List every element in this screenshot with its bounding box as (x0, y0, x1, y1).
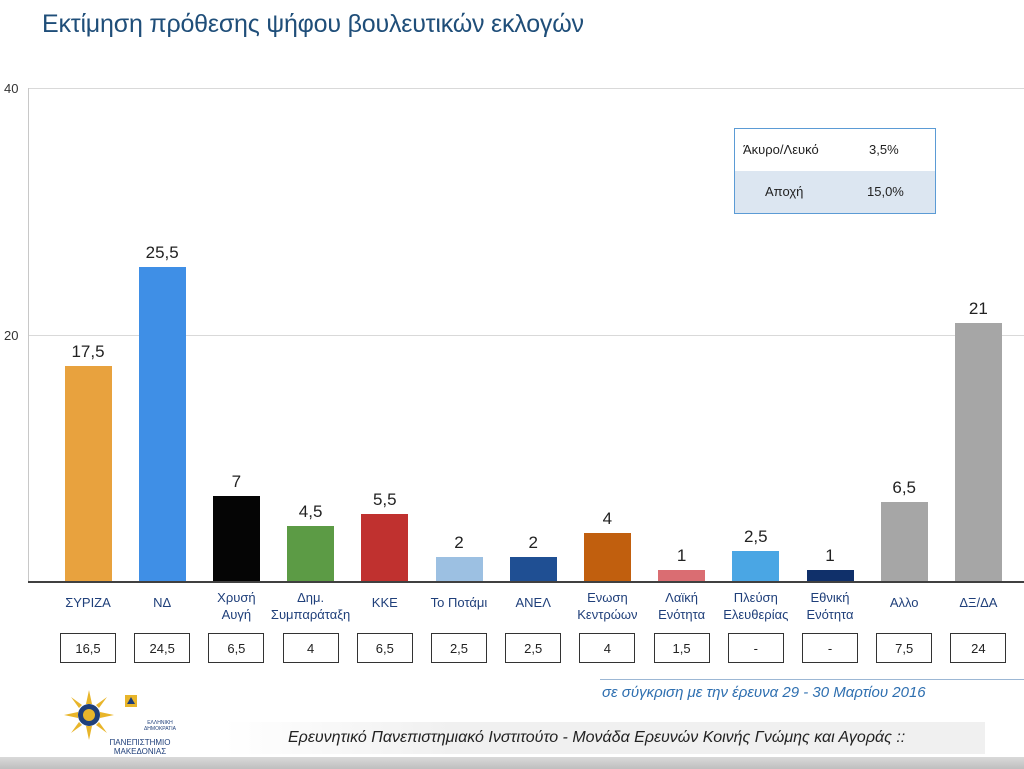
bar (361, 514, 409, 582)
logo-subtitle: ΕΛΛΗΝΙΚΗ ΔΗΜΟΚΡΑΤΙΑ (143, 720, 177, 732)
bar (212, 495, 260, 582)
bar (509, 557, 557, 582)
legend-row-blank: Άκυρο/Λευκό 3,5% (735, 129, 935, 171)
y-tick-label: 20 (4, 328, 19, 343)
bar (954, 322, 1002, 582)
comparison-divider (600, 679, 1024, 680)
previous-value-box: - (802, 633, 858, 663)
previous-value-box: 7,5 (876, 633, 933, 663)
legend-label: Αποχή (765, 184, 804, 199)
category-label: ΚΚΕ (371, 595, 398, 610)
previous-value-box: 1,5 (653, 633, 710, 663)
previous-value-box: 2,5 (505, 633, 562, 663)
data-label: 5,5 (372, 490, 397, 510)
bar (806, 569, 854, 582)
crest-icon (125, 695, 137, 707)
gridline-40 (28, 88, 1024, 89)
category-label: Χρυσή Αυγή (217, 590, 256, 622)
footer-band (225, 722, 985, 754)
previous-value-box: 16,5 (60, 633, 116, 663)
chart-title: Εκτίμηση πρόθεσης ψήφου βουλευτικών εκλο… (42, 10, 584, 38)
abstain-blank-box: Άκυρο/Λευκό 3,5% Αποχή 15,0% (734, 128, 936, 214)
data-label: 17,5 (71, 341, 105, 361)
data-label: 4 (602, 508, 613, 528)
previous-value-box: 4 (579, 633, 636, 663)
previous-value-box: 24 (950, 633, 1007, 663)
category-label: ΝΔ (153, 595, 172, 610)
category-label: ΑΝΕΛ (515, 595, 551, 610)
sun-emblem-icon (64, 690, 114, 740)
previous-value-box: - (727, 633, 784, 663)
data-label: 25,5 (145, 243, 179, 263)
data-label: 4,5 (298, 502, 323, 522)
category-label: Το Ποτάμι (430, 595, 488, 610)
category-label: Δημ. Συμπαράταξη (270, 590, 351, 622)
data-label: 2,5 (743, 527, 768, 547)
category-label: Πλεύση Ελευθερίας (723, 590, 789, 622)
previous-value-box: 6,5 (356, 633, 413, 663)
bar (287, 526, 335, 582)
logo-name: ΠΑΝΕΠΙΣΤΗΜΙΟ ΜΑΚΕΔΟΝΙΑΣ (109, 738, 171, 756)
bar (138, 267, 186, 582)
category-label: Εθνική Ενότητα (806, 590, 854, 622)
legend-value: 3,5% (869, 142, 899, 157)
y-tick-label: 40 (4, 81, 19, 96)
x-axis (28, 581, 1024, 583)
previous-value-box: 6,5 (208, 633, 265, 663)
previous-value-box: 4 (282, 633, 339, 663)
data-label: 21 (968, 298, 988, 318)
data-label: 2 (454, 533, 464, 553)
footer-text: Ερευνητικό Πανεπιστημιακό Ινστιτούτο - Μ… (288, 729, 906, 746)
category-label: Λαϊκή Ενότητα (658, 590, 706, 622)
previous-value-box: 24,5 (134, 633, 191, 663)
y-axis (28, 88, 29, 582)
bar (64, 365, 112, 582)
legend-value: 15,0% (867, 184, 904, 199)
category-label: ΣΥΡΙΖΑ (65, 595, 111, 610)
bottom-bar (0, 757, 1024, 769)
bar (880, 501, 928, 582)
legend-row-abstention: Αποχή 15,0% (735, 171, 935, 213)
category-label: Αλλο (889, 595, 919, 610)
data-label: 7 (231, 471, 242, 491)
university-logo: ΕΛΛΗΝΙΚΗ ΔΗΜΟΚΡΑΤΙΑ ΠΑΝΕΠΙΣΤΗΜΙΟ ΜΑΚΕΔΟΝ… (64, 690, 176, 756)
bar (732, 551, 780, 582)
bar (435, 557, 483, 582)
bar (583, 532, 631, 582)
gridline-20 (28, 335, 1024, 336)
legend-label: Άκυρο/Λευκό (743, 142, 819, 157)
category-label: Ενωση Κεντρώων (577, 590, 638, 622)
category-label: ΔΞ/ΔΑ (959, 595, 998, 610)
data-label: 1 (825, 545, 835, 565)
comparison-note: σε σύγκριση με την έρευνα 29 - 30 Μαρτίο… (602, 684, 926, 701)
data-label: 1 (676, 545, 687, 565)
bar (658, 569, 706, 582)
data-label: 6,5 (892, 477, 916, 497)
data-label: 2 (528, 533, 538, 553)
previous-value-box: 2,5 (431, 633, 487, 663)
